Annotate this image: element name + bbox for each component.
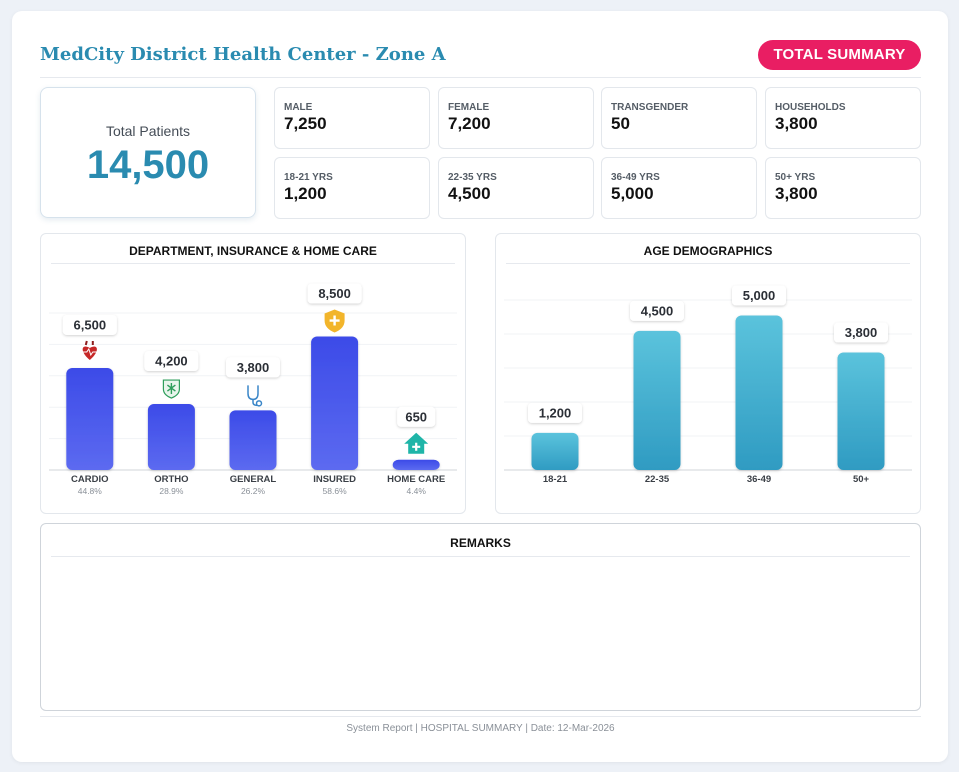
category-label: 36-49 [747,474,771,485]
category-label: INSURED [313,474,356,485]
bar-home-care[interactable] [392,459,440,470]
value-label: 4,500 [641,303,674,318]
stat-label: 50+ YRS [775,172,816,183]
report-card: MedCity District Health Center - Zone A … [12,11,948,762]
stat-label: MALE [284,102,313,113]
bar-insured[interactable] [311,336,359,470]
value-label: 6,500 [74,317,107,332]
value-label: 4,200 [155,354,188,369]
stat-card-18-21: 18-21 YRS 1,200 [274,157,430,219]
category-label: CARDIO [71,474,108,485]
total-patients-value: 14,500 [86,143,210,187]
total-patients-card: Total Patients 14,500 [40,87,256,218]
bone-icon [162,379,180,399]
value-label-box [226,357,280,378]
stat-value: 7,200 [448,114,491,133]
value-label-box [307,283,362,304]
stat-label: FEMALE [448,102,490,113]
header-divider [40,77,921,78]
percent-label: 26.2% [241,486,266,496]
value-label: 650 [405,409,427,424]
bar-cardio[interactable] [66,367,114,470]
value-label: 1,200 [539,405,572,420]
stethoscope-icon [247,385,263,407]
stat-label: HOUSEHOLDS [775,102,846,113]
bar-general[interactable] [229,410,277,470]
value-label: 3,800 [845,325,878,340]
age-chart-title: AGE DEMOGRAPHICS [643,244,773,258]
stat-value: 5,000 [611,184,654,203]
department-chart-title: DEPARTMENT, INSURANCE & HOME CARE [129,244,377,258]
stat-card-50-plus: 50+ YRS 3,800 [765,157,921,219]
stat-card-households: HOUSEHOLDS 3,800 [765,87,921,149]
panel-divider [51,556,910,557]
percent-label: 44.8% [78,486,103,496]
bar-ortho[interactable] [147,404,195,470]
category-label: GENERAL [230,474,277,485]
stat-card-female: FEMALE 7,200 [438,87,594,149]
remarks-panel[interactable]: REMARKS [40,523,921,711]
value-label-box [144,351,199,372]
category-label: 50+ [853,474,870,485]
stat-value: 3,800 [775,114,818,133]
value-label-box [62,314,117,335]
panel-divider [51,263,455,264]
value-label-box [630,300,684,321]
bar-18-21[interactable] [531,432,579,470]
footer-divider [40,716,921,717]
bar-22-35[interactable] [633,330,681,470]
stat-value: 4,500 [448,184,491,203]
stat-label: TRANSGENDER [611,102,689,113]
stat-value: 7,250 [284,114,327,133]
value-label-box [834,322,888,343]
stat-label: 22-35 YRS [448,172,497,183]
stat-card-36-49: 36-49 YRS 5,000 [601,157,757,219]
home-plus-icon [404,432,429,454]
age-bar-chart: 1,200 18-21 4,500 22-35 5,000 36-49 3,800 50+ [504,285,912,485]
value-label-box [397,406,436,427]
remarks-title: REMARKS [450,536,511,550]
shield-plus-icon [324,309,345,333]
value-label-box [528,402,582,423]
value-label-box [732,285,786,306]
bar-50-[interactable] [837,352,885,470]
category-label: HOME CARE [387,474,445,485]
stat-card-transgender: TRANSGENDER 50 [601,87,757,149]
value-label: 8,500 [318,286,351,301]
stat-value: 3,800 [775,184,818,203]
stat-card-22-35: 22-35 YRS 4,500 [438,157,594,219]
value-label: 5,000 [743,288,776,303]
department-chart-panel: DEPARTMENT, INSURANCE & HOME CARE 6,500 C… [40,233,466,514]
stat-value: 50 [611,114,630,133]
category-label: ORTHO [154,474,188,485]
stat-value: 1,200 [284,184,327,203]
percent-label: 58.6% [323,486,348,496]
stat-card-male: MALE 7,250 [274,87,430,149]
stat-label: 36-49 YRS [611,172,660,183]
category-label: 18-21 [543,474,568,485]
footer-text: System Report | HOSPITAL SUMMARY | Date:… [346,723,615,734]
bar-36-49[interactable] [735,315,783,470]
total-patients-label: Total Patients [105,123,191,139]
total-summary-badge[interactable]: TOTAL SUMMARY [758,40,921,70]
age-chart-panel: AGE DEMOGRAPHICS 1,200 18-21 4,500 22-35 5,0… [495,233,921,514]
stat-label: 18-21 YRS [284,172,333,183]
percent-label: 4.4% [407,486,427,496]
value-label: 3,800 [237,360,270,375]
panel-divider [506,263,910,264]
page-title: MedCity District Health Center - Zone A [40,44,446,65]
heart-icon [82,340,97,360]
percent-label: 28.9% [159,486,184,496]
category-label: 22-35 [645,474,670,485]
